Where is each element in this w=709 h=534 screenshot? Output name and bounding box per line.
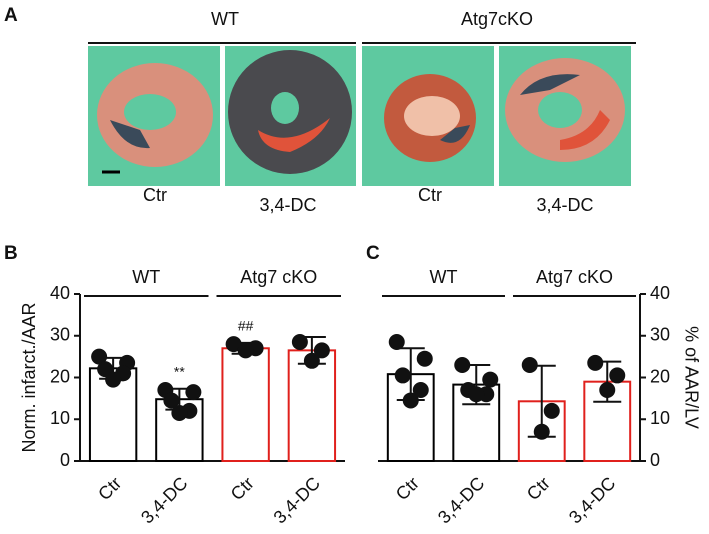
photo [225, 46, 356, 186]
panel-label: C [366, 243, 380, 264]
y-axis-label: Norm. infarct./AAR [19, 302, 39, 452]
y-axis-label: % of AAR/LV [681, 326, 701, 429]
data-point [402, 392, 419, 409]
y-tick-label: 20 [50, 366, 70, 386]
y-tick-label: 30 [650, 325, 670, 345]
data-point [225, 336, 242, 353]
data-point [482, 371, 499, 388]
y-tick-label: 20 [650, 366, 670, 386]
data-point [237, 342, 254, 359]
bar [88, 367, 138, 462]
panel-label: B [4, 243, 18, 264]
data-point [468, 386, 485, 403]
group-label: WT [211, 9, 239, 29]
data-point [587, 354, 604, 371]
data-point [609, 367, 626, 384]
data-point [388, 334, 405, 351]
panel-label: A [4, 5, 18, 26]
data-point [533, 423, 550, 440]
group-label: WT [132, 267, 160, 287]
data-point [543, 402, 560, 419]
data-point [313, 342, 330, 359]
data-point [185, 384, 202, 401]
bar [287, 349, 337, 462]
y-tick-label: 0 [60, 450, 70, 470]
photo [499, 46, 631, 186]
photo [362, 46, 494, 186]
x-tick-label: 3,4-DC [137, 473, 191, 527]
data-point [599, 382, 616, 399]
x-tick-label: Ctr [227, 473, 258, 504]
data-point [171, 404, 188, 421]
image-label: 3,4-DC [536, 195, 593, 215]
data-point [521, 356, 538, 373]
data-point [303, 352, 320, 369]
annotation: ## [238, 318, 254, 334]
y-tick-label: 0 [650, 450, 660, 470]
y-tick-label: 10 [50, 408, 70, 428]
bar [221, 347, 270, 462]
data-point [105, 371, 122, 388]
x-tick-label: 3,4-DC [565, 473, 619, 527]
annotation: ** [174, 363, 185, 379]
data-point [454, 356, 471, 373]
group-label: Atg7cKO [461, 9, 533, 29]
y-tick-label: 40 [50, 283, 70, 303]
data-point [416, 350, 433, 367]
data-point [412, 382, 429, 399]
x-tick-label: Ctr [94, 473, 125, 504]
data-point [163, 392, 180, 409]
x-tick-label: Ctr [392, 473, 423, 504]
group-label: Atg7 cKO [536, 267, 613, 287]
group-label: Atg7 cKO [240, 267, 317, 287]
data-point [394, 367, 411, 384]
data-point [291, 334, 308, 351]
group-label: WT [430, 267, 458, 287]
y-tick-label: 30 [50, 325, 70, 345]
data-point [91, 348, 108, 365]
y-tick-label: 40 [650, 283, 670, 303]
y-tick-label: 10 [650, 408, 670, 428]
image-label: 3,4-DC [259, 195, 316, 215]
photo [88, 46, 220, 186]
image-label: Ctr [143, 185, 167, 205]
x-tick-label: 3,4-DC [270, 473, 324, 527]
x-tick-label: 3,4-DC [434, 473, 488, 527]
image-label: Ctr [418, 185, 442, 205]
x-tick-label: Ctr [523, 473, 554, 504]
